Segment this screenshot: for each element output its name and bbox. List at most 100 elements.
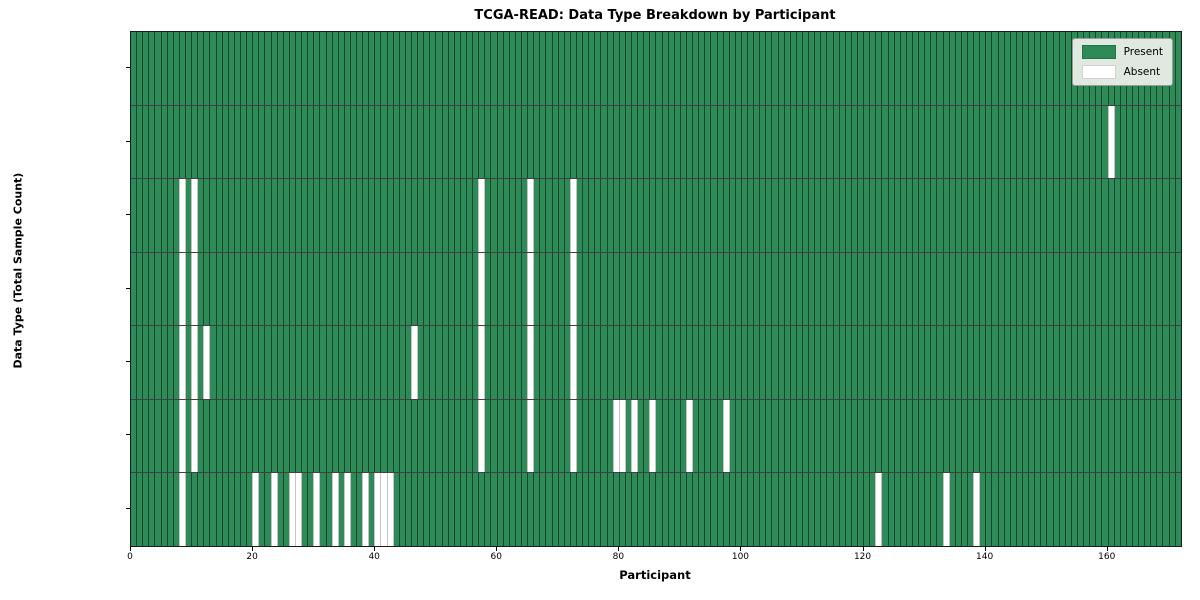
cell-present bbox=[777, 473, 784, 547]
cell-present bbox=[294, 252, 302, 326]
cell-present bbox=[795, 32, 803, 105]
cell-present bbox=[820, 179, 827, 252]
cell-present bbox=[1138, 179, 1145, 252]
cell-present bbox=[276, 473, 283, 547]
cell-present bbox=[637, 326, 644, 399]
cell-present bbox=[673, 399, 680, 473]
cell-present bbox=[618, 473, 625, 547]
cell-present bbox=[490, 252, 497, 326]
cell-present bbox=[893, 105, 900, 179]
cell-present bbox=[673, 326, 680, 399]
cell-absent bbox=[380, 473, 387, 547]
cell-present bbox=[569, 32, 576, 105]
cell-present bbox=[209, 179, 216, 252]
cell-present bbox=[447, 32, 454, 105]
cell-present bbox=[1125, 105, 1132, 179]
cell-present bbox=[893, 399, 900, 473]
cell-present bbox=[563, 252, 570, 326]
cell-present bbox=[1076, 399, 1084, 473]
cell-present bbox=[649, 473, 656, 547]
cell-present bbox=[679, 326, 686, 399]
cell-present bbox=[1150, 179, 1157, 252]
cell-present bbox=[759, 179, 766, 252]
cell-present bbox=[808, 252, 815, 326]
cell-present bbox=[215, 105, 222, 179]
cell-present bbox=[184, 326, 192, 399]
cell-present bbox=[478, 32, 485, 105]
cell-present bbox=[624, 105, 631, 179]
cell-present bbox=[533, 252, 540, 326]
cell-absent bbox=[178, 252, 185, 326]
cell-present bbox=[496, 105, 503, 179]
cell-present bbox=[227, 473, 234, 547]
cell-present bbox=[423, 32, 430, 105]
cell-present bbox=[875, 399, 882, 473]
cell-present bbox=[508, 105, 515, 179]
cell-present bbox=[1064, 473, 1071, 547]
cell-present bbox=[319, 473, 326, 547]
cell-present bbox=[679, 252, 686, 326]
cell-present bbox=[1089, 179, 1096, 252]
cell-present bbox=[148, 179, 155, 252]
cell-present bbox=[1028, 252, 1035, 326]
cell-present bbox=[453, 326, 460, 399]
cell-present bbox=[606, 473, 613, 547]
cell-present bbox=[429, 399, 436, 473]
cell-present bbox=[722, 326, 729, 399]
cell-present bbox=[398, 32, 405, 105]
cell-present bbox=[692, 399, 699, 473]
cell-present bbox=[624, 179, 631, 252]
cell-present bbox=[869, 326, 876, 399]
cell-present bbox=[588, 105, 595, 179]
cell-present bbox=[795, 473, 803, 547]
cell-present bbox=[881, 326, 888, 399]
cell-present bbox=[802, 32, 809, 105]
cell-present bbox=[563, 179, 570, 252]
cell-present bbox=[600, 32, 607, 105]
cell-present bbox=[557, 326, 564, 399]
cell-present bbox=[508, 252, 515, 326]
cell-present bbox=[1101, 326, 1108, 399]
cell-present bbox=[514, 473, 521, 547]
cell-present bbox=[930, 105, 937, 179]
cell-present bbox=[1113, 473, 1120, 547]
cell-present bbox=[539, 399, 546, 473]
cell-present bbox=[368, 105, 375, 179]
cell-present bbox=[484, 399, 491, 473]
cell-present bbox=[362, 326, 369, 399]
cell-present bbox=[386, 179, 393, 252]
cell-present bbox=[1009, 179, 1016, 252]
cell-present bbox=[630, 32, 638, 105]
cell-present bbox=[374, 252, 381, 326]
cell-present bbox=[551, 179, 558, 252]
cell-present bbox=[325, 105, 332, 179]
cell-present bbox=[514, 179, 521, 252]
cell-present bbox=[685, 252, 693, 326]
cell-present bbox=[502, 252, 509, 326]
cell-present bbox=[411, 179, 418, 252]
cell-present bbox=[148, 473, 155, 547]
cell-present bbox=[899, 179, 906, 252]
cell-absent bbox=[527, 252, 534, 326]
cell-present bbox=[637, 105, 644, 179]
cell-present bbox=[722, 252, 729, 326]
cell-present bbox=[521, 326, 528, 399]
cell-present bbox=[954, 105, 961, 179]
cell-present bbox=[490, 105, 497, 179]
cell-absent bbox=[478, 252, 485, 326]
cell-present bbox=[753, 32, 760, 105]
cell-present bbox=[759, 326, 766, 399]
cell-present bbox=[704, 252, 711, 326]
cell-present bbox=[521, 473, 528, 547]
cell-present bbox=[356, 252, 363, 326]
cell-present bbox=[789, 326, 796, 399]
cell-present bbox=[960, 105, 967, 179]
cell-present bbox=[1028, 326, 1035, 399]
cell-present bbox=[997, 473, 1004, 547]
cell-absent bbox=[191, 326, 198, 399]
cell-absent bbox=[630, 399, 638, 473]
cell-absent bbox=[362, 473, 369, 547]
cell-present bbox=[160, 399, 167, 473]
cell-present bbox=[667, 105, 674, 179]
cell-present bbox=[270, 252, 277, 326]
